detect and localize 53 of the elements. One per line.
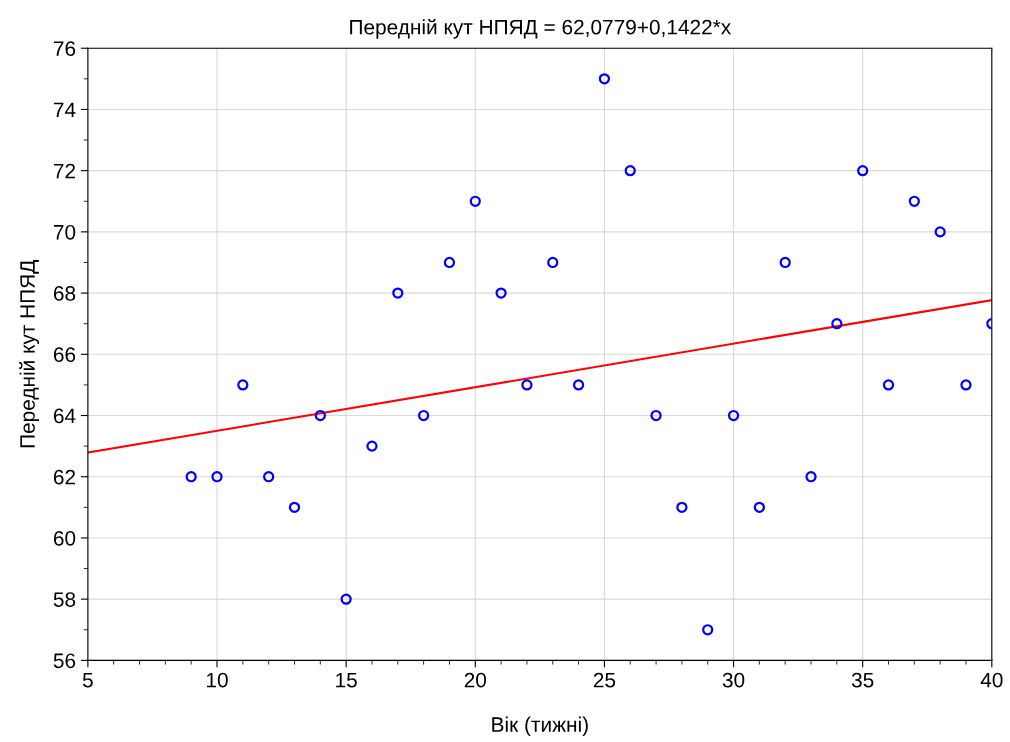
- point: [598, 73, 611, 85]
- x-tick-label: 30: [722, 672, 745, 688]
- x-axis-title: Вік (тижні): [492, 716, 588, 737]
- point: [805, 471, 817, 483]
- point: [882, 379, 895, 391]
- x-tick-label: 20: [464, 672, 487, 688]
- y-tick-label: 62: [53, 469, 76, 485]
- x-tick-label: 15: [336, 672, 357, 688]
- point: [702, 624, 714, 636]
- point: [263, 471, 275, 483]
- point: [572, 379, 585, 391]
- y-tick-label: 68: [53, 286, 76, 301]
- point: [185, 471, 197, 483]
- point: [624, 165, 636, 177]
- point: [366, 440, 378, 452]
- y-tick-label: 66: [53, 347, 76, 363]
- point: [521, 379, 533, 391]
- point: [211, 471, 223, 483]
- y-tick-label: 56: [53, 653, 76, 669]
- point: [418, 409, 430, 422]
- y-tick-label: 58: [53, 592, 76, 607]
- point: [934, 226, 946, 238]
- x-tick-label: 25: [593, 672, 616, 688]
- point: [340, 593, 352, 605]
- x-tick-label: 40: [980, 672, 1003, 688]
- chart-title: Передній кут НПЯД = 62,0779+0,1422*x: [350, 18, 731, 39]
- y-tick-label: 64: [53, 408, 76, 424]
- point: [314, 409, 326, 422]
- point: [676, 501, 688, 513]
- point: [288, 501, 301, 513]
- point: [960, 379, 972, 391]
- point: [547, 256, 559, 269]
- point: [753, 501, 765, 513]
- point: [392, 287, 404, 299]
- point: [469, 195, 481, 207]
- point: [495, 287, 507, 299]
- point: [443, 256, 456, 269]
- y-axis-title: Передній кут НПЯД: [19, 260, 39, 448]
- x-tick-label: 5: [82, 672, 93, 688]
- x-tick-label: 35: [851, 672, 874, 688]
- y-tick-label: 60: [53, 530, 76, 546]
- y-tick-label: 76: [53, 41, 76, 56]
- point: [237, 379, 249, 391]
- point: [831, 318, 843, 330]
- x-tick-label: 10: [207, 672, 228, 688]
- y-tick-label: 70: [53, 224, 76, 240]
- point: [650, 409, 662, 422]
- point: [779, 256, 791, 269]
- point: [727, 409, 740, 422]
- point: [857, 165, 869, 177]
- point: [908, 195, 920, 207]
- y-tick-label: 72: [53, 163, 76, 179]
- y-tick-label: 74: [53, 102, 76, 117]
